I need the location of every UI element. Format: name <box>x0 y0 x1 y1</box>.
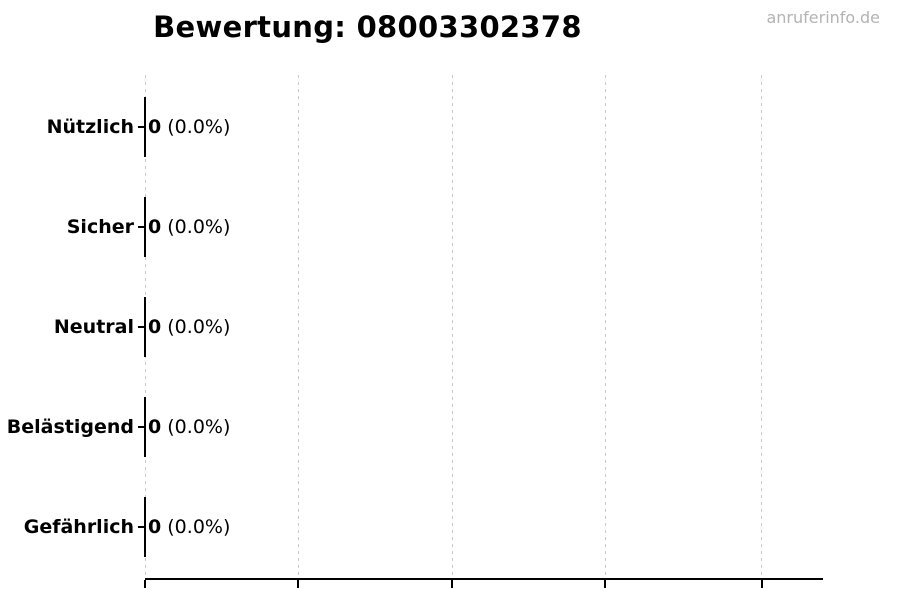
x-axis-line <box>145 578 823 580</box>
y-axis-tick-1 <box>138 226 145 228</box>
bar-value-count-2: 0 <box>148 316 162 338</box>
x-axis-tick-2 <box>451 580 453 588</box>
bar-value-count-4: 0 <box>148 516 162 538</box>
bar-value-percent-2: (0.0%) <box>161 316 231 338</box>
category-label-3: Belästigend <box>6 416 134 438</box>
x-gridline-4 <box>761 75 762 579</box>
y-axis-tick-0 <box>138 126 145 128</box>
bar-value-label-4: 0 (0.0%) <box>148 512 230 542</box>
watermark-text: anruferinfo.de <box>766 8 880 27</box>
bar-1 <box>144 197 146 257</box>
x-gridline-3 <box>605 75 606 579</box>
category-label-1: Sicher <box>66 216 134 238</box>
bar-value-count-0: 0 <box>148 116 162 138</box>
bar-value-label-0: 0 (0.0%) <box>148 112 230 142</box>
category-label-0: Nützlich <box>46 116 134 138</box>
chart-title: Bewertung: 08003302378 <box>153 10 582 44</box>
bar-value-percent-0: (0.0%) <box>161 116 231 138</box>
bar-value-percent-1: (0.0%) <box>161 216 231 238</box>
y-axis-tick-3 <box>138 426 145 428</box>
bar-value-label-1: 0 (0.0%) <box>148 212 230 242</box>
bar-value-label-3: 0 (0.0%) <box>148 412 230 442</box>
bar-4 <box>144 497 146 557</box>
y-axis-tick-4 <box>138 526 145 528</box>
bar-value-percent-3: (0.0%) <box>161 416 231 438</box>
bar-2 <box>144 297 146 357</box>
x-gridline-1 <box>298 75 299 579</box>
x-axis-tick-3 <box>604 580 606 588</box>
x-gridline-2 <box>452 75 453 579</box>
bar-value-label-2: 0 (0.0%) <box>148 312 230 342</box>
x-axis-tick-0 <box>144 580 146 588</box>
bar-value-count-3: 0 <box>148 416 162 438</box>
bar-value-percent-4: (0.0%) <box>161 516 231 538</box>
category-label-4: Gefährlich <box>23 516 134 538</box>
bar-0 <box>144 97 146 157</box>
x-axis-tick-4 <box>761 580 763 588</box>
category-label-2: Neutral <box>53 316 134 338</box>
x-axis-tick-1 <box>297 580 299 588</box>
bar-value-count-1: 0 <box>148 216 162 238</box>
y-axis-tick-2 <box>138 326 145 328</box>
bar-3 <box>144 397 146 457</box>
